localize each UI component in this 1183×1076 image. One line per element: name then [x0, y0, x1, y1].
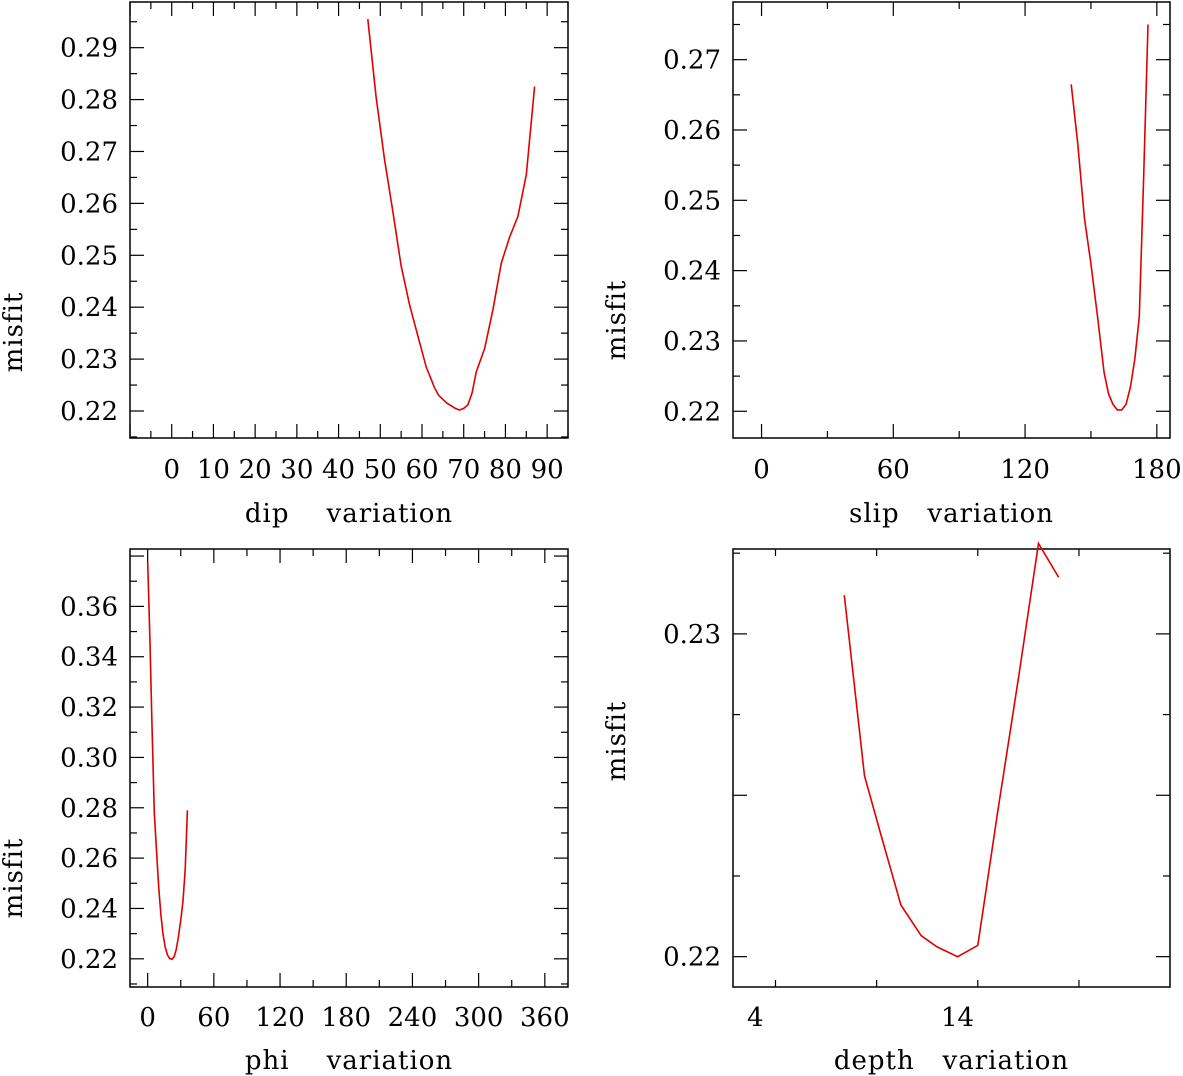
x-tick-label: 70: [447, 455, 480, 485]
y-axis-title: misfit: [602, 701, 632, 782]
subplot-3: 0 60 120 180 240 300 360 0.22 0.24 0.26 0.28 0.30 0.…: [0, 548, 570, 1076]
x-tick-label: 90: [531, 455, 564, 485]
plot-frame: [129, 548, 569, 988]
x-tick-label: 120: [1000, 455, 1050, 485]
misfit-curve: [367, 19, 536, 411]
plot-frame: [732, 548, 1171, 988]
x-tick-label: 60: [197, 1003, 230, 1033]
x-tick-label: 0: [139, 1003, 156, 1033]
y-tick-label: 0.24: [60, 293, 118, 323]
subplot-2: 0 60 120 180 0.22 0.23 0.24 0.25 0.26 0.27 slip va…: [602, 1, 1182, 529]
x-tick-label: 240: [388, 1003, 438, 1033]
x-tick-label: 60: [877, 455, 910, 485]
x-axis-title: depth variation: [834, 1046, 1069, 1076]
y-tick-label: 0.28: [60, 86, 118, 116]
x-tick-label: 14: [941, 1003, 974, 1033]
y-tick-label: 0.22: [663, 943, 721, 973]
y-axis-title: misfit: [0, 292, 29, 373]
x-tick-label: 10: [197, 455, 230, 485]
x-tick-label: 20: [239, 455, 272, 485]
x-tick-label: 300: [454, 1003, 504, 1033]
x-tick-label: 4: [747, 1003, 764, 1033]
y-tick-label: 0.24: [663, 257, 721, 287]
y-tick-label: 0.22: [60, 397, 118, 427]
x-tick-label: 120: [255, 1003, 305, 1033]
y-tick-label: 0.26: [663, 116, 721, 146]
misfit-curve: [843, 541, 1060, 958]
misfit-curve: [1070, 24, 1149, 411]
y-tick-label: 0.23: [663, 327, 721, 357]
y-tick-label: 0.23: [663, 620, 721, 650]
x-tick-label: 180: [1132, 455, 1182, 485]
y-tick-label: 0.22: [60, 945, 118, 975]
y-tick-label: 0.22: [663, 397, 721, 427]
plot-frame: [129, 1, 569, 439]
x-tick-label: 30: [280, 455, 313, 485]
y-tick-label: 0.24: [60, 894, 118, 924]
x-tick-label: 0: [163, 455, 180, 485]
x-tick-label: 360: [520, 1003, 570, 1033]
y-tick-label: 0.27: [663, 46, 721, 76]
y-tick-label: 0.25: [60, 241, 118, 271]
y-tick-label: 0.28: [60, 794, 118, 824]
subplot-1: 0 10 20 30 40 50 60 70 80 90 0.22 0.23 0.24 0.25 0.26 0…: [0, 1, 569, 529]
x-tick-label: 80: [489, 455, 522, 485]
y-tick-label: 0.26: [60, 844, 118, 874]
x-axis-title: phi variation: [245, 1046, 453, 1076]
y-tick-label: 0.34: [60, 643, 118, 673]
y-tick-label: 0.27: [60, 137, 118, 167]
plot-frame: [732, 1, 1171, 439]
x-tick-label: 40: [322, 455, 355, 485]
y-axis-title: misfit: [0, 838, 29, 919]
y-tick-label: 0.32: [60, 693, 118, 723]
y-tick-label: 0.29: [60, 34, 118, 64]
x-tick-label: 180: [321, 1003, 371, 1033]
x-tick-label: 60: [405, 455, 438, 485]
x-tick-label: 50: [364, 455, 397, 485]
x-axis-title: dip variation: [245, 499, 453, 529]
misfit-curve: [146, 562, 189, 961]
y-tick-label: 0.25: [663, 186, 721, 216]
y-tick-label: 0.23: [60, 345, 118, 375]
x-tick-label: 0: [753, 455, 770, 485]
y-axis-title: misfit: [602, 280, 632, 361]
y-tick-label: 0.26: [60, 189, 118, 219]
y-tick-label: 0.30: [60, 743, 118, 773]
subplot-4: 4 14 0.22 0.23 depth variation misfit: [602, 541, 1171, 1076]
y-tick-label: 0.36: [60, 592, 118, 622]
x-axis-title: slip variation: [849, 499, 1054, 529]
